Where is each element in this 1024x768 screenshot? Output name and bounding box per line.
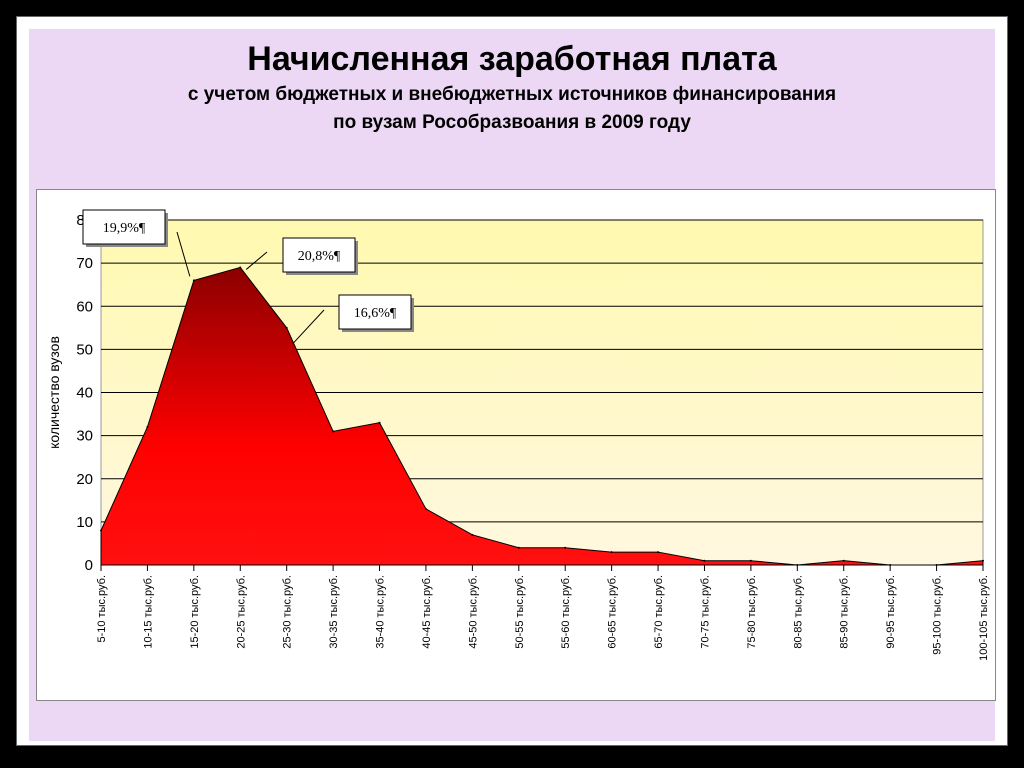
x-tick-label-1: 10-15 тыс.руб. xyxy=(142,575,154,649)
slide-subtitle-line-2: по вузам Рособразвоания в 2009 году xyxy=(333,112,691,133)
x-tick-label-9: 50-55 тыс.руб. xyxy=(514,575,526,649)
x-tick-label-11: 60-65 тыс.руб. xyxy=(607,575,619,649)
x-tick-label-12: 65-70 тыс.руб. xyxy=(653,575,665,649)
callout-leader-0 xyxy=(176,231,191,277)
x-tick-label-13: 70-75 тыс.руб. xyxy=(699,575,711,649)
callout-box-1 xyxy=(282,237,356,273)
data-point-12 xyxy=(657,551,660,554)
data-point-2 xyxy=(192,279,195,282)
x-tick-label-16: 85-90 тыс.руб. xyxy=(839,575,851,649)
x-tick-label-6: 35-40 тыс.руб. xyxy=(375,575,387,649)
y-tick-label-60: 60 xyxy=(76,298,93,315)
x-tick-label-0: 5-10 тыс.руб. xyxy=(96,575,108,643)
data-point-9 xyxy=(517,546,520,549)
x-tick-label-19: 100-105 тыс.руб. xyxy=(978,575,990,661)
data-point-6 xyxy=(378,421,381,424)
slide: Начисленная заработная плата с учетом бю… xyxy=(16,16,1008,746)
data-point-8 xyxy=(471,533,474,536)
y-tick-label-40: 40 xyxy=(76,385,93,402)
callout-label-1: 20,8%¶ xyxy=(298,249,341,264)
x-tick-label-3: 20-25 тыс.руб. xyxy=(235,575,247,649)
data-point-1 xyxy=(146,426,149,428)
x-tick-label-18: 95-100 тыс.руб. xyxy=(932,575,944,655)
data-point-13 xyxy=(703,559,706,562)
data-point-7 xyxy=(424,507,427,510)
data-point-14 xyxy=(749,559,752,562)
x-tick-label-4: 25-30 тыс.руб. xyxy=(282,575,294,649)
slide-title: Начисленная заработная плата xyxy=(247,40,777,78)
y-tick-label-50: 50 xyxy=(76,341,93,358)
x-tick-label-5: 30-35 тыс.руб. xyxy=(328,575,340,649)
x-tick-label-15: 80-85 тыс.руб. xyxy=(792,575,804,649)
slide-subtitle-line-1: с учетом бюджетных и внебюджетных источн… xyxy=(187,84,837,105)
x-tick-label-7: 40-45 тыс.руб. xyxy=(421,575,433,649)
x-tick-label-17: 90-95 тыс.руб. xyxy=(885,575,897,649)
x-tick-label-2: 15-20 тыс.руб. xyxy=(189,575,201,649)
callout-box-0 xyxy=(82,209,166,245)
callout-leader-1 xyxy=(245,251,268,270)
y-tick-label-30: 30 xyxy=(76,428,93,445)
title-block: Начисленная заработная плата с учетом бю… xyxy=(17,39,1007,135)
x-tick-label-14: 75-80 тыс.руб. xyxy=(746,575,758,649)
y-tick-label-20: 20 xyxy=(76,471,93,488)
data-point-0 xyxy=(100,529,102,532)
x-tick-label-8: 45-50 тыс.руб. xyxy=(467,575,479,649)
callout-label-0: 19,9%¶ xyxy=(103,221,146,236)
y-tick-label-10: 10 xyxy=(76,514,93,531)
data-point-19 xyxy=(982,559,984,562)
y-axis-title: количество вузов xyxy=(46,336,62,449)
y-tick-label-70: 70 xyxy=(76,255,93,272)
callout-label-2: 16,6%¶ xyxy=(354,306,397,321)
callout-leader-2 xyxy=(292,309,325,345)
y-tick-label-0: 0 xyxy=(85,557,93,574)
callout-box-2 xyxy=(338,294,412,330)
data-point-16 xyxy=(842,559,845,562)
data-point-11 xyxy=(610,551,613,554)
data-point-4 xyxy=(285,326,288,329)
data-point-5 xyxy=(332,430,335,433)
data-point-3 xyxy=(239,266,242,269)
data-point-10 xyxy=(564,546,567,549)
x-tick-label-10: 55-60 тыс.руб. xyxy=(560,575,572,649)
